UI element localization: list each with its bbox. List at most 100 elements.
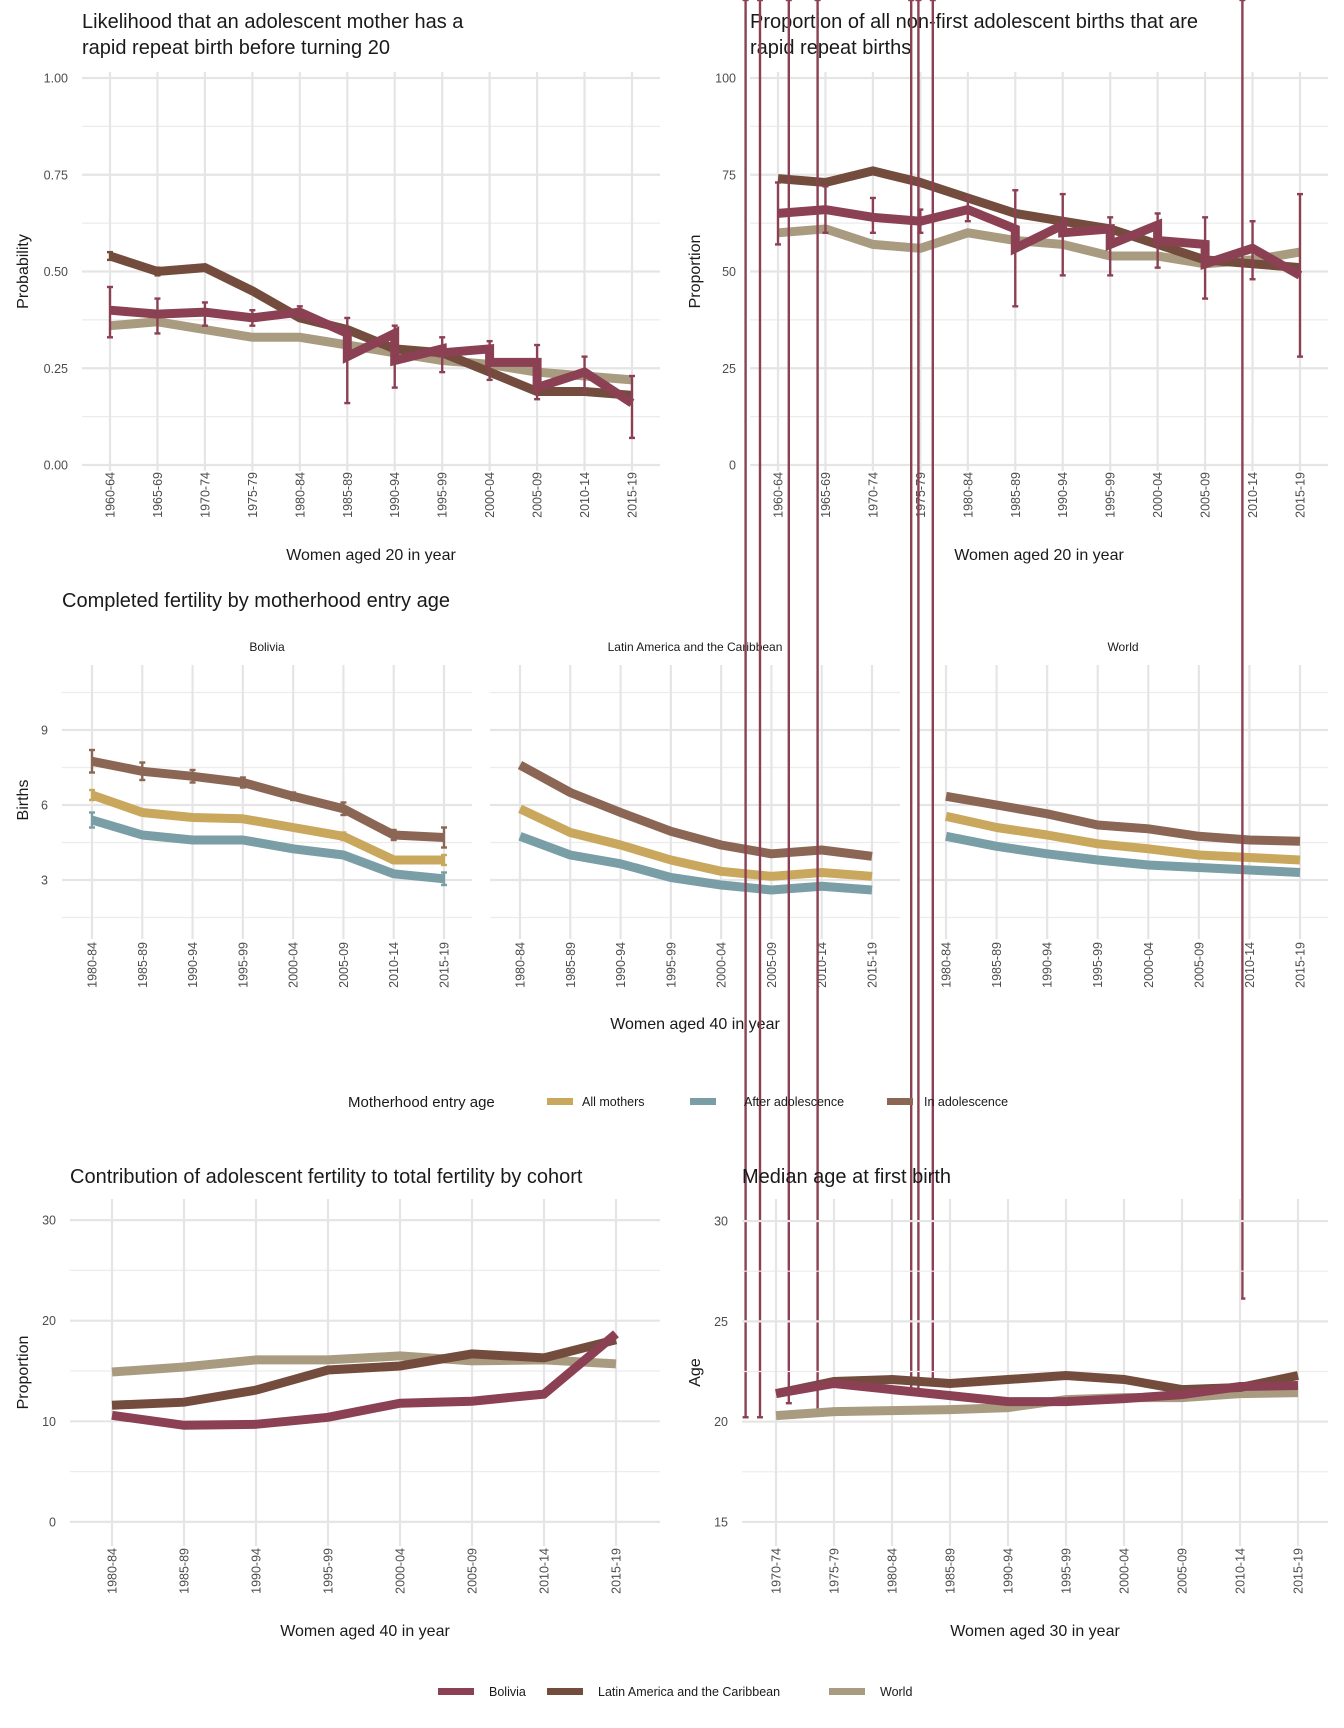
- chart-title: Contribution of adolescent fertility to …: [70, 1166, 583, 1188]
- y-tick-label: 0.50: [44, 265, 68, 279]
- series-all-mothers: [945, 811, 1301, 865]
- x-tick-label: 1965-69: [151, 472, 165, 518]
- series-after-adolescence: [89, 811, 447, 887]
- x-tick-label: 1960-64: [104, 472, 118, 518]
- y-tick-label: 10: [42, 1415, 56, 1429]
- x-tick-label: 1985-89: [1009, 472, 1023, 518]
- y-tick-label: 50: [722, 265, 736, 279]
- legend-region: Bolivia Latin America and the Caribbean Wo…: [438, 1685, 912, 1699]
- y-tick-label: 75: [722, 168, 736, 182]
- x-tick-label: 1980-84: [106, 1548, 120, 1594]
- error-bar: [154, 297, 161, 335]
- chart-median-age-first-birth: Median age at first birth 15 20 25 30 1970-74…: [687, 1166, 1328, 1640]
- x-tick-label: 1980-84: [886, 1548, 900, 1594]
- series-after-adolescence: [518, 832, 873, 895]
- legend-item-world: World: [829, 1685, 912, 1699]
- series-line-latin-america-and-the-caribbean: [108, 251, 633, 400]
- y-tick-label: 0.25: [44, 362, 68, 376]
- error-bar: [1202, 216, 1209, 300]
- chart-completed-fertility: Completed fertility by motherhood entry …: [15, 590, 1328, 1033]
- y-axis-title: Probability: [15, 234, 32, 309]
- x-tick-label: 1995-99: [1060, 1548, 1074, 1594]
- x-tick-label: 1990-94: [186, 942, 200, 988]
- chart-title: rapid repeat births: [750, 37, 911, 59]
- legend-key-swatch: [829, 1688, 865, 1695]
- y-tick-label: 25: [714, 1315, 728, 1329]
- legend-label: Bolivia: [489, 1685, 526, 1699]
- error-bar: [757, 0, 763, 1419]
- legend-item-all-mothers: All mothers: [547, 1095, 645, 1109]
- y-tick-label: 30: [42, 1214, 56, 1228]
- series-in-adolescence: [945, 791, 1301, 846]
- legend-item-bolivia: Bolivia: [438, 1685, 526, 1699]
- series-latin-america-and-the-caribbean: [111, 1335, 618, 1410]
- x-tick-label: 1990-94: [1002, 1548, 1016, 1594]
- series-line-after-adolescence: [518, 832, 873, 895]
- x-tick-label: 2015-19: [1294, 472, 1308, 518]
- error-bar: [785, 0, 792, 1405]
- x-tick-label: 1985-89: [944, 1548, 958, 1594]
- x-tick-label: 2010-14: [538, 1548, 552, 1594]
- facet-bolivia: Bolivia 1980-84 1985-89 1990-94 1995-99 2000-…: [62, 640, 472, 988]
- x-axis-title: Women aged 30 in year: [950, 1623, 1120, 1640]
- chart-adolescent-contribution: Contribution of adolescent fertility to …: [15, 0, 1246, 1640]
- x-tick-label: 2005-09: [1176, 1548, 1190, 1594]
- series-bolivia: [775, 181, 1303, 358]
- x-tick-label: 1975-79: [246, 472, 260, 518]
- series-line-latin-america-and-the-caribbean: [111, 1335, 618, 1410]
- series-bolivia: [775, 1378, 1299, 1407]
- x-tick-label: 1960-64: [772, 472, 786, 518]
- x-tick-label: 1995-99: [1104, 472, 1118, 518]
- x-tick-label: 1980-84: [961, 472, 975, 518]
- x-tick-label: 1985-89: [136, 942, 150, 988]
- x-tick-label: 2005-09: [1199, 472, 1213, 518]
- error-bar: [486, 339, 493, 382]
- chart-title: Median age at first birth: [742, 1166, 951, 1188]
- x-tick-label: 2015-19: [626, 472, 640, 518]
- x-tick-label: 2010-14: [1234, 1548, 1248, 1594]
- legend-key-swatch: [887, 1098, 913, 1105]
- x-tick-label: 2015-19: [610, 1548, 624, 1594]
- x-tick-label: 2010-14: [578, 472, 592, 518]
- x-tick-label: 2000-04: [287, 942, 301, 988]
- x-tick-label: 1985-89: [341, 472, 355, 518]
- error-bar: [201, 301, 208, 327]
- series-line-bolivia: [111, 1330, 619, 1430]
- x-tick-label: 2005-09: [1192, 942, 1206, 988]
- y-tick-label: 25: [722, 362, 736, 376]
- series-bolivia: [111, 0, 1246, 1430]
- series-line-after-adolescence: [90, 815, 445, 884]
- series-all-mothers: [89, 788, 447, 867]
- error-bar: [1249, 219, 1256, 281]
- x-tick-label: 1995-99: [236, 942, 250, 988]
- series-world: [109, 317, 633, 385]
- series-line-in-adolescence: [517, 761, 873, 861]
- x-tick-label: 1980-84: [293, 472, 307, 518]
- error-bar: [629, 374, 635, 440]
- series-after-adolescence: [945, 831, 1301, 877]
- chart-title: Completed fertility by motherhood entry …: [62, 590, 450, 612]
- facet-strip-label: World: [1107, 640, 1138, 654]
- x-tick-label: 2005-09: [531, 472, 545, 518]
- x-tick-label: 2005-09: [466, 1548, 480, 1594]
- y-tick-label: 20: [42, 1314, 56, 1328]
- x-tick-label: 1995-99: [322, 1548, 336, 1594]
- chart-rapid-repeat-proportion: Proportion of all non-first adolescent b…: [687, 11, 1328, 564]
- x-axis-title: Women aged 40 in year: [280, 1623, 450, 1640]
- x-tick-label: 1990-94: [614, 942, 628, 988]
- x-tick-label: 1995-99: [436, 472, 450, 518]
- series-line-bolivia: [775, 1378, 1299, 1407]
- x-axis-title: Women aged 40 in year: [610, 1016, 780, 1033]
- error-bar: [534, 343, 541, 401]
- legend-item-after-adolescence: After adolescence: [690, 1095, 844, 1109]
- x-tick-label: 2015-19: [866, 942, 880, 988]
- x-tick-label: 1995-99: [664, 942, 678, 988]
- series-line-all-mothers: [90, 790, 444, 865]
- y-tick-label: 9: [41, 724, 48, 738]
- y-axis-title: Births: [15, 780, 32, 821]
- series-bolivia: [107, 285, 635, 440]
- error-bar: [391, 324, 398, 389]
- error-bar: [1059, 192, 1066, 277]
- y-axis-title: Age: [687, 1358, 704, 1387]
